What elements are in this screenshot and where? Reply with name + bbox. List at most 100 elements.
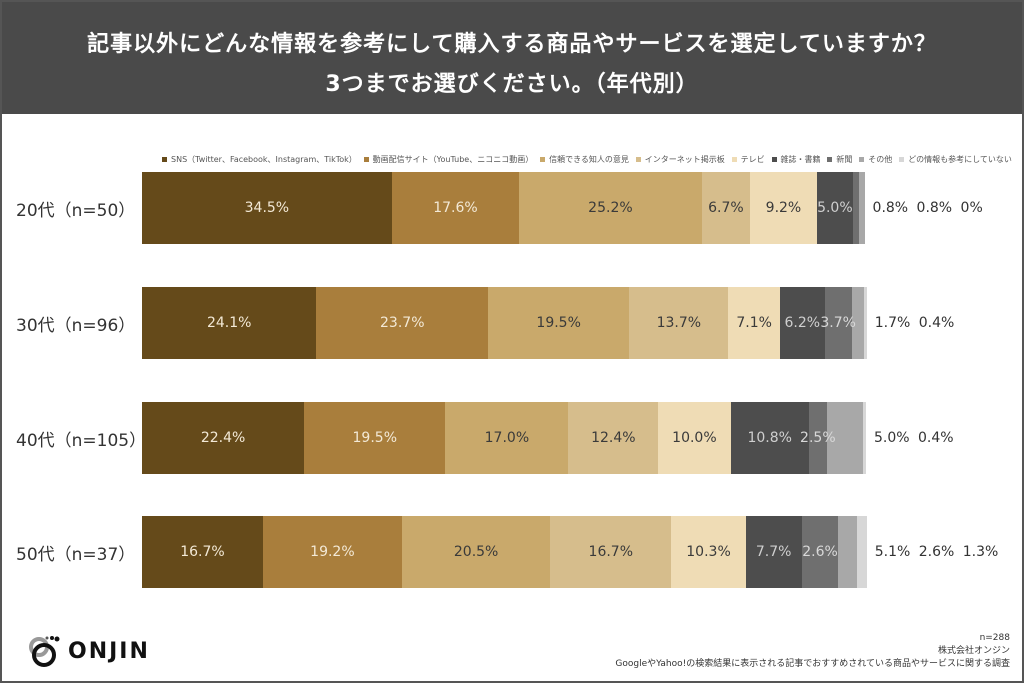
data-label: 24.1% xyxy=(206,315,252,331)
data-label: 17.6% xyxy=(433,200,478,216)
category-label: 40代（n=105） xyxy=(16,431,147,451)
data-label-outside: 0.4% xyxy=(918,315,955,331)
category-label: 50代（n=37） xyxy=(16,545,136,565)
stacked-bar: 22.4% 19.5% 17.0% 12.4% 10.0% 10.8% 2.5% 5.0% 0.… xyxy=(142,402,954,474)
legend-swatch xyxy=(540,157,546,162)
onjin-logo: ONJIN xyxy=(28,634,150,668)
bar-segment xyxy=(745,516,802,588)
bar-segment xyxy=(816,172,853,244)
data-label: 7.1% xyxy=(736,315,772,331)
bar-segment xyxy=(701,172,751,244)
title-line-2: 3つまでお選びください。（年代別） xyxy=(325,72,699,97)
bar-segment xyxy=(445,402,569,474)
title-banner: 記事以外にどんな情報を参考にして購入する商品やサービスを選定していますか？ 3つ… xyxy=(2,2,1022,114)
data-label: 19.2% xyxy=(310,544,355,560)
data-label: 6.2% xyxy=(784,315,821,331)
data-label: 3.7% xyxy=(820,315,856,331)
legend-item: 新聞 xyxy=(827,154,852,165)
data-label: 22.4% xyxy=(200,430,246,446)
legend-swatch xyxy=(771,157,777,162)
bar-segment xyxy=(852,172,859,244)
data-label: 10.3% xyxy=(686,544,731,560)
data-label: 2.6% xyxy=(802,544,838,560)
data-label-outside: 5.0% xyxy=(874,430,910,446)
data-label: 9.2% xyxy=(765,200,802,216)
legend-swatch xyxy=(162,157,167,162)
footer-notes: n=288 株式会社オンジン GoogleやYahoo!の検索結果に表示される記… xyxy=(615,632,1010,671)
stacked-bar: 16.7% 19.2% 20.5% 16.7% 10.3% 7.7% 2.6% 5.1% 2.6… xyxy=(142,516,998,588)
bar-segment xyxy=(304,402,446,474)
data-label: 10.8% xyxy=(747,430,792,446)
data-label-outside: 1.7% xyxy=(874,315,911,331)
survey-name: GoogleやYahoo!の検索結果に表示される記事でおすすめされている商品やサ… xyxy=(615,659,1010,669)
data-label: 12.4% xyxy=(591,430,636,446)
legend-label: その他 xyxy=(868,155,893,164)
category-label: 20代（n=50） xyxy=(16,201,136,221)
data-label: 13.7% xyxy=(656,315,702,331)
data-label: 10.0% xyxy=(672,430,717,446)
data-label-outside: 0.4% xyxy=(918,430,954,446)
legend-swatch xyxy=(363,157,369,162)
sample-size: n=288 xyxy=(979,633,1010,643)
onjin-logo-icon xyxy=(29,636,60,667)
data-label: 34.5% xyxy=(244,200,290,216)
bar-segment xyxy=(629,287,729,359)
data-label: 17.0% xyxy=(484,430,530,446)
data-label: 5.0% xyxy=(817,200,853,216)
legend-item: 動画配信サイト（YouTube、ニコニコ動画） xyxy=(363,154,533,165)
legend-swatch xyxy=(731,157,737,162)
data-label: 2.5% xyxy=(800,430,836,446)
data-label: 25.2% xyxy=(588,200,633,216)
legend-label: テレビ xyxy=(740,155,765,164)
bar-segment xyxy=(262,516,402,588)
bar-segment xyxy=(808,402,827,474)
legend: SNS（Twitter、Facebook、Instagram、TikTok） 動画… xyxy=(162,154,1012,165)
data-label: 16.7% xyxy=(588,544,634,560)
legend-swatch xyxy=(827,157,833,162)
bar-segment xyxy=(863,287,867,359)
legend-swatch xyxy=(899,157,905,162)
legend-label: どの情報も参考にしていない xyxy=(908,155,1012,164)
legend-item: SNS（Twitter、Facebook、Instagram、TikTok） xyxy=(162,154,357,165)
bar-segment xyxy=(142,516,263,588)
legend-swatch xyxy=(635,157,641,162)
data-label: 23.7% xyxy=(380,315,425,331)
bar-segment xyxy=(550,516,672,588)
bar-segment xyxy=(851,287,864,359)
bar-segment xyxy=(838,516,858,588)
legend-swatch xyxy=(859,157,865,162)
bar-segment xyxy=(316,287,489,359)
legend-label: 新聞 xyxy=(836,155,853,164)
bar-segment xyxy=(750,172,817,244)
data-label-outside: 0.8% xyxy=(872,200,909,216)
data-label: 7.7% xyxy=(755,544,792,560)
data-label: 6.7% xyxy=(708,200,744,216)
data-label: 16.7% xyxy=(180,544,225,560)
legend-label: SNS（Twitter、Facebook、Instagram、TikTok） xyxy=(171,155,357,164)
bar-segment xyxy=(857,516,867,588)
bar-segment xyxy=(824,287,852,359)
data-label-outside: 1.3% xyxy=(962,544,999,560)
title-line-1: 記事以外にどんな情報を参考にして購入する商品やサービスを選定していますか？ xyxy=(87,32,937,57)
legend-item: インターネット掲示板 xyxy=(635,154,725,165)
bar-segment xyxy=(142,402,305,474)
data-label: 20.5% xyxy=(453,544,499,560)
logo-text: ONJIN xyxy=(68,638,150,664)
bar-segment xyxy=(826,402,864,474)
legend-label: 信頼できる知人の意見 xyxy=(549,155,629,164)
data-label: 19.5% xyxy=(352,430,398,446)
bar-segment xyxy=(671,516,746,588)
data-label-outside: 5.1% xyxy=(874,544,911,560)
legend-item: 信頼できる知人の意見 xyxy=(540,154,629,165)
bar-segment xyxy=(391,172,520,244)
data-label-outside: 0% xyxy=(960,200,983,216)
bar-segment xyxy=(863,402,866,474)
bar-segment xyxy=(488,287,630,359)
bar-segment xyxy=(658,402,731,474)
bar-segment xyxy=(779,287,825,359)
company-name: 株式会社オンジン xyxy=(937,646,1010,656)
legend-label: 雑誌・書籍 xyxy=(780,155,821,164)
stacked-bar: 34.5% 17.6% 25.2% 6.7% 9.2% 5.0% 0.8% 0.8% 0% xyxy=(142,172,983,244)
legend-item: その他 xyxy=(859,154,892,165)
